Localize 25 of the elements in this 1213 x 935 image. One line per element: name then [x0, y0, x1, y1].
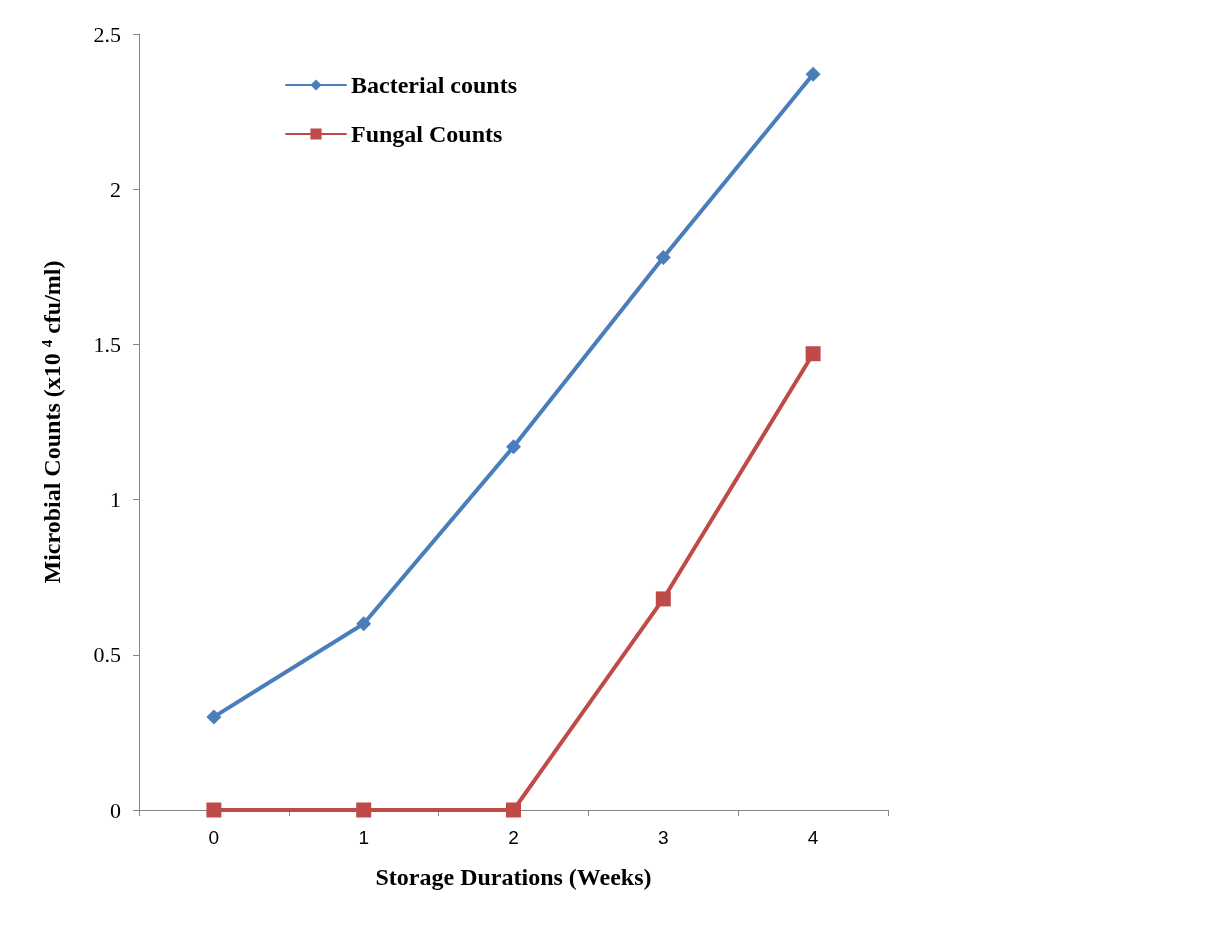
- y-axis-title: Microbial Counts (x10 4 cfu/ml): [38, 260, 65, 584]
- point: [655, 249, 671, 265]
- point: [805, 66, 821, 82]
- y-tick-label: 0: [110, 797, 121, 823]
- point: [655, 591, 671, 607]
- y-tick-label: 1: [110, 487, 121, 513]
- x-tick-label: 4: [807, 827, 819, 848]
- y-tick-label: 2.5: [93, 21, 121, 47]
- point: [206, 709, 222, 725]
- x-tick-label: 2: [508, 827, 519, 848]
- y-tick-label: 2: [110, 176, 121, 202]
- x-tick-label: 0: [208, 827, 220, 848]
- x-axis-title: Storage Durations (Weeks): [375, 864, 652, 890]
- point: [805, 346, 821, 362]
- point: [506, 439, 521, 455]
- y-tick-label: 1.5: [93, 331, 121, 357]
- x-tick-label: 3: [658, 827, 669, 848]
- point: [506, 802, 521, 818]
- legend-label: Fungal Counts: [351, 121, 503, 147]
- x-tick-label: 1: [358, 827, 369, 848]
- y-tick-label: 0.5: [93, 642, 121, 668]
- legend-label: Bacterial counts: [351, 72, 517, 98]
- point: [356, 616, 372, 632]
- point: [206, 802, 222, 818]
- point: [356, 802, 372, 818]
